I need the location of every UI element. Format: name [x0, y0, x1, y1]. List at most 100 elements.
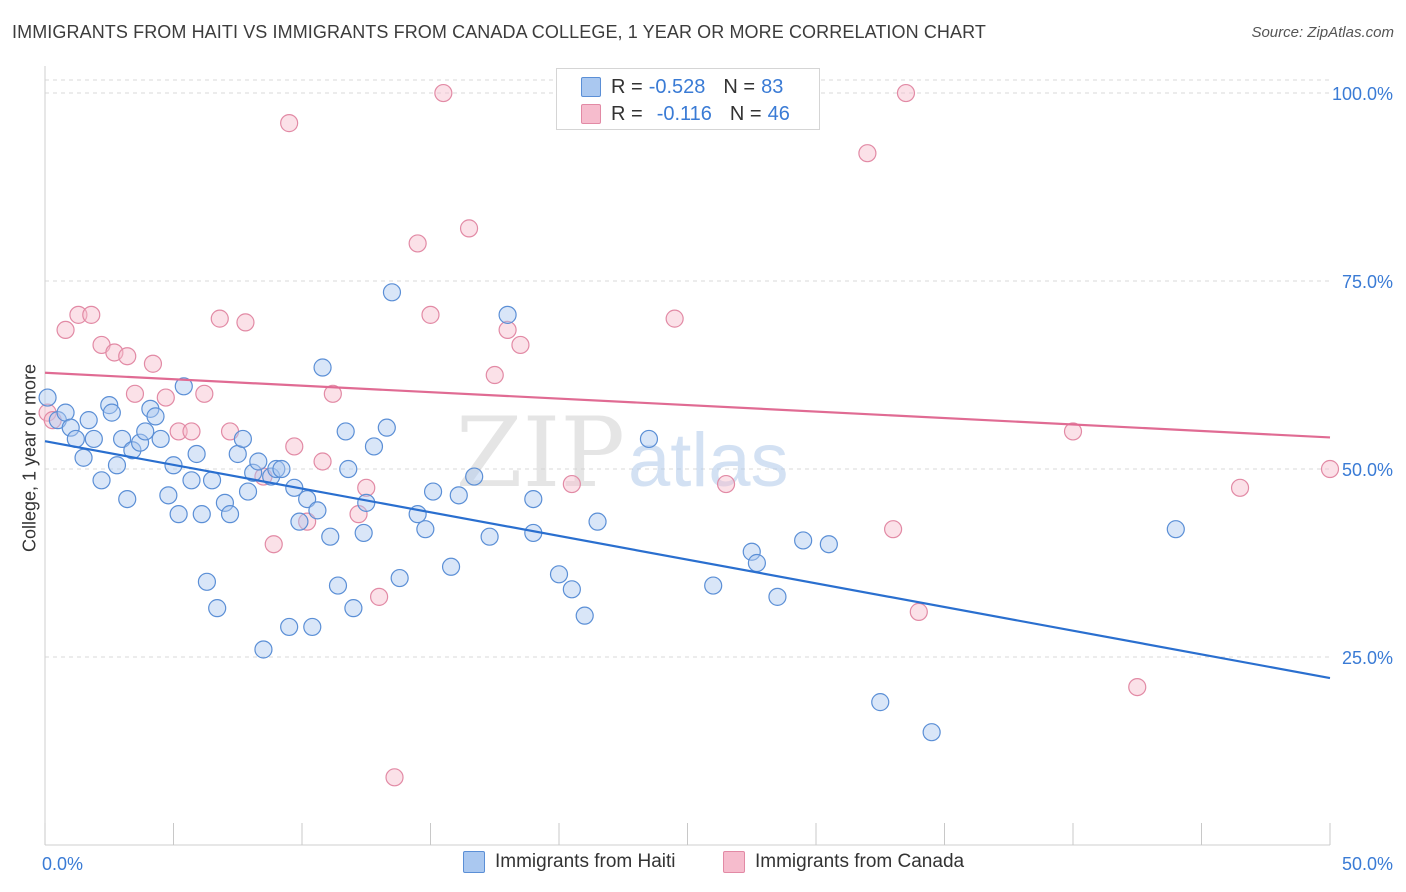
canada-point-3 [69, 305, 88, 324]
haiti-point-71 [575, 606, 594, 625]
trend-line-canada [44, 371, 1331, 439]
haiti-point-62 [441, 557, 461, 576]
haiti-point-8 [92, 471, 111, 490]
canada-point-45 [1320, 459, 1340, 479]
haiti-point-52 [344, 599, 363, 618]
haiti-point-77 [768, 587, 787, 606]
haiti-point-39 [267, 459, 286, 479]
haiti-point-27 [197, 572, 217, 591]
haiti-point-22 [169, 505, 188, 524]
series-legend-label-haiti: Immigrants from Haiti [495, 851, 676, 872]
haiti-point-37 [254, 640, 273, 659]
haiti-point-70 [562, 580, 581, 599]
haiti-point-50 [336, 422, 355, 441]
haiti-point-58 [390, 568, 409, 588]
haiti-point-45 [303, 617, 322, 637]
canada-point-22 [313, 452, 332, 471]
grid-lines [45, 79, 1330, 658]
correlation-legend: R = -0.528 N = 83 R = -0.116 N = 46 [556, 68, 820, 130]
x-tick-label-min: 0.0% [42, 854, 83, 874]
haiti-point-28 [202, 471, 222, 490]
haiti-point-29 [208, 599, 227, 618]
haiti-point-76 [747, 553, 766, 573]
axes [44, 66, 1331, 846]
haiti-point-57 [382, 283, 402, 302]
legend-haiti-r: -0.528 [648, 75, 706, 98]
haiti-point-15 [130, 433, 150, 452]
haiti-point-36 [249, 452, 268, 471]
canada-point-40 [896, 83, 916, 103]
canada-point-20 [285, 437, 304, 456]
haiti-point-69 [549, 565, 569, 584]
canada-point-23 [323, 384, 342, 403]
canada-point-39 [883, 520, 903, 539]
haiti-point-33 [233, 429, 252, 449]
haiti-point-5 [74, 448, 93, 467]
haiti-point-2 [56, 403, 75, 422]
haiti-point-81 [922, 723, 941, 742]
haiti-point-13 [118, 489, 137, 509]
haiti-point-56 [377, 418, 396, 437]
haiti-point-61 [423, 482, 443, 501]
chart-title: IMMIGRANTS FROM HAITI VS IMMIGRANTS FROM… [12, 22, 987, 42]
canada-point-31 [459, 219, 479, 238]
series-legend-swatch-haiti [463, 851, 485, 873]
haiti-point-64 [465, 467, 484, 486]
series-haiti-points [38, 283, 1185, 742]
haiti-point-3 [61, 418, 80, 437]
haiti-point-73 [639, 429, 659, 449]
haiti-point-60 [416, 520, 435, 539]
y-tick-label-100: 100.0% [1332, 84, 1393, 104]
haiti-point-47 [313, 358, 332, 377]
legend-canada-n: 46 [767, 102, 790, 125]
haiti-point-35 [244, 463, 263, 482]
haiti-point-72 [588, 512, 607, 531]
canada-point-11 [169, 422, 188, 441]
haiti-point-25 [187, 444, 206, 464]
canada-point-21 [298, 512, 317, 531]
haiti-point-11 [107, 456, 127, 475]
canada-point-14 [210, 309, 229, 328]
canada-point-16 [236, 313, 255, 332]
canada-point-19 [280, 114, 299, 133]
legend-canada-r: -0.116 [656, 102, 712, 125]
x-tick-label-max: 50.0% [1342, 854, 1393, 874]
tick-labels: 25.0% 50.0% 75.0% 100.0% 0.0% 50.0% [42, 84, 1393, 874]
canada-point-32 [485, 365, 504, 385]
source-note: Source: ZipAtlas.com [1251, 24, 1394, 41]
haiti-point-55 [364, 437, 384, 456]
haiti-point-74 [704, 576, 723, 595]
haiti-point-80 [871, 693, 890, 712]
haiti-point-20 [159, 486, 178, 505]
canada-point-25 [357, 478, 376, 497]
legend-n-label: N = [729, 102, 762, 125]
haiti-point-48 [321, 527, 340, 546]
haiti-point-0 [38, 388, 57, 407]
legend-row-canada: R = -0.116 N = 46 [581, 101, 790, 127]
haiti-point-7 [84, 429, 103, 449]
y-tick-label-50: 50.0% [1342, 460, 1393, 480]
haiti-point-10 [102, 403, 121, 422]
haiti-point-12 [112, 429, 132, 449]
canada-point-41 [909, 602, 928, 621]
canada-point-9 [143, 354, 163, 373]
canada-point-4 [82, 305, 101, 324]
series-legend-haiti: Immigrants from Haiti [463, 851, 676, 873]
haiti-point-65 [480, 527, 499, 546]
haiti-point-34 [238, 482, 258, 501]
haiti-point-14 [123, 441, 142, 460]
canada-point-43 [1128, 677, 1147, 697]
haiti-point-43 [290, 512, 309, 531]
canada-point-34 [511, 335, 530, 355]
canada-point-7 [118, 347, 137, 366]
legend-haiti-n: 83 [761, 75, 784, 98]
haiti-point-51 [339, 459, 358, 479]
canada-point-36 [665, 309, 684, 328]
legend-row-haiti: R = -0.528 N = 83 [581, 74, 783, 100]
haiti-point-82 [1166, 520, 1185, 539]
haiti-point-54 [357, 493, 376, 512]
haiti-point-16 [136, 422, 155, 441]
canada-point-29 [421, 305, 440, 324]
canada-point-13 [195, 384, 214, 403]
